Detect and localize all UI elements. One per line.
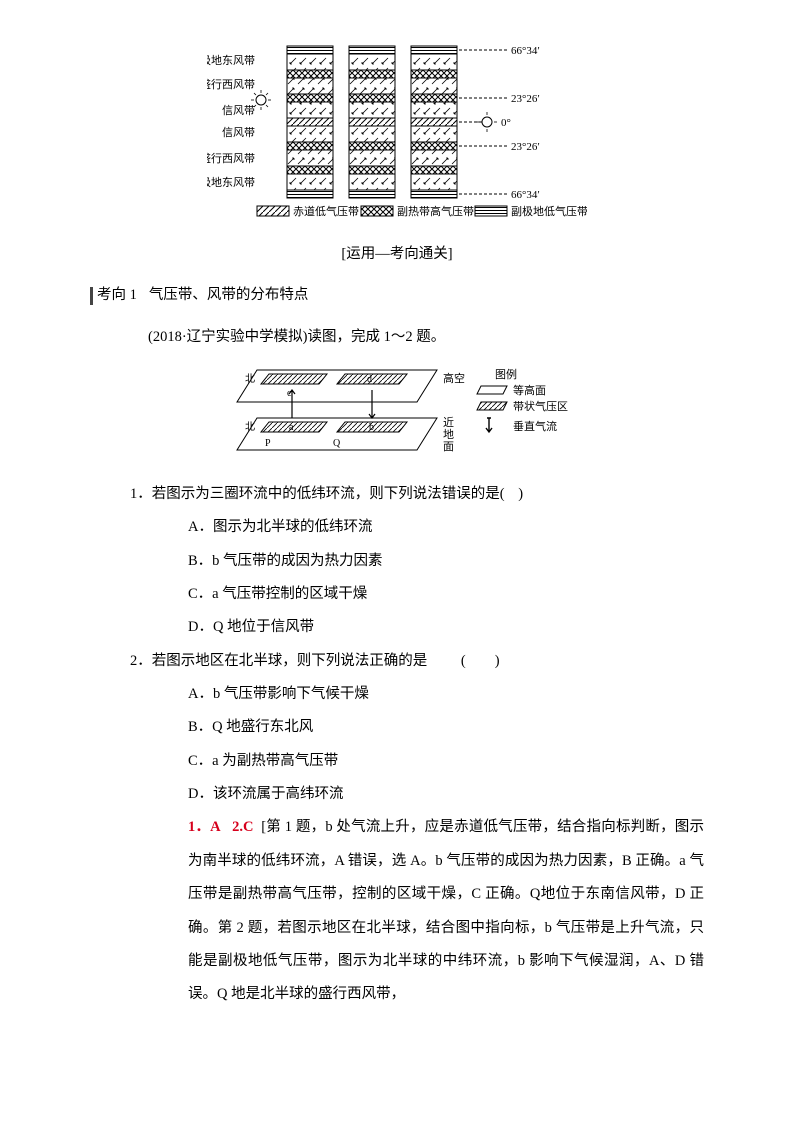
svg-text:等高面: 等高面 — [513, 383, 546, 397]
svg-text:盛行西风带: 盛行西风带 — [207, 151, 255, 165]
section-title: 考向 1 气压带、风带的分布特点 — [90, 279, 704, 312]
svg-text:副热带高气压带: 副热带高气压带 — [397, 204, 474, 218]
q2-stem-text: 2．若图示地区在北半球，则下列说法正确的是 — [130, 653, 427, 669]
mid-diagram-svg: c d 北 高空 a b P Q 北 近 地 面 — [217, 360, 577, 470]
svg-text:面: 面 — [443, 441, 454, 453]
q2-opt-d: D．该环流属于高纬环流 — [90, 778, 704, 811]
svg-text:23°26′: 23°26′ — [511, 93, 540, 105]
answer-1: 1．A — [188, 819, 221, 835]
answer-2: 2.C — [232, 819, 253, 835]
q2-stem: 2．若图示地区在北半球，则下列说法正确的是 ( ) — [90, 645, 704, 678]
q1-opt-a: A．图示为北半球的低纬环流 — [90, 511, 704, 544]
caption: [运用—考向通关] — [90, 238, 704, 271]
svg-text:高空: 高空 — [443, 371, 465, 385]
svg-text:近: 近 — [443, 416, 454, 429]
q1-stem-text: 1．若图示为三圈环流中的低纬环流，则下列说法错误的是( — [130, 486, 505, 502]
svg-text:垂直气流: 垂直气流 — [513, 419, 557, 433]
svg-text:Q: Q — [333, 438, 341, 449]
svg-text:b: b — [369, 422, 374, 433]
svg-text:图例: 图例 — [495, 367, 517, 381]
svg-text:d: d — [367, 374, 372, 385]
svg-text:北: 北 — [245, 421, 255, 433]
svg-text:66°34′: 66°34′ — [511, 189, 540, 201]
q1-opt-d: D．Q 地位于信风带 — [90, 611, 704, 644]
section-label: 考向 1 — [97, 279, 137, 312]
q1-opt-b: B．b 气压带的成因为热力因素 — [90, 545, 704, 578]
q1-stem: 1．若图示为三圈环流中的低纬环流，则下列说法错误的是( ) — [90, 478, 704, 511]
wind-belt-diagram: 极地东风带 盛行西风带 信风带 信风带 盛行西风带 极地东风带 66°34′ 2… — [90, 40, 704, 230]
answer-body: [第 1 题，b 处气流上升，应是赤道低气压带，结合指向标判断，图示为南半球的低… — [188, 819, 704, 1002]
svg-text:极地东风带: 极地东风带 — [207, 53, 255, 67]
svg-text:23°26′: 23°26′ — [511, 141, 540, 153]
answer-block: 1．A 2.C [第 1 题，b 处气流上升，应是赤道低气压带，结合指向标判断，… — [90, 811, 704, 1011]
bar-icon — [90, 287, 93, 305]
svg-text:0°: 0° — [501, 117, 511, 129]
svg-text:信风带: 信风带 — [222, 126, 255, 139]
svg-text:赤道低气压带: 赤道低气压带 — [293, 204, 359, 218]
q2-opt-b: B．Q 地盛行东北风 — [90, 711, 704, 744]
q2-opt-c: C．a 为副热带高气压带 — [90, 745, 704, 778]
mid-diagram: c d 北 高空 a b P Q 北 近 地 面 — [90, 360, 704, 470]
svg-text:带状气压区: 带状气压区 — [513, 399, 568, 413]
svg-text:极地东风带: 极地东风带 — [207, 175, 255, 189]
svg-text:盛行西风带: 盛行西风带 — [207, 77, 255, 91]
wind-belt-svg: 极地东风带 盛行西风带 信风带 信风带 盛行西风带 极地东风带 66°34′ 2… — [207, 40, 587, 230]
svg-text:地: 地 — [443, 428, 454, 441]
svg-text:副极地低气压带: 副极地低气压带 — [511, 204, 587, 218]
svg-text:a: a — [289, 422, 294, 433]
q1-opt-c: C．a 气压带控制的区域干燥 — [90, 578, 704, 611]
svg-text:P: P — [265, 438, 271, 449]
svg-text:北: 北 — [245, 373, 255, 385]
svg-text:66°34′: 66°34′ — [511, 45, 540, 57]
section-text: 气压带、风带的分布特点 — [149, 279, 309, 312]
svg-text:信风带: 信风带 — [222, 104, 255, 117]
source-line: (2018·辽宁实验中学模拟)读图，完成 1～2 题。 — [90, 321, 704, 354]
q2-opt-a: A．b 气压带影响下气候干燥 — [90, 678, 704, 711]
